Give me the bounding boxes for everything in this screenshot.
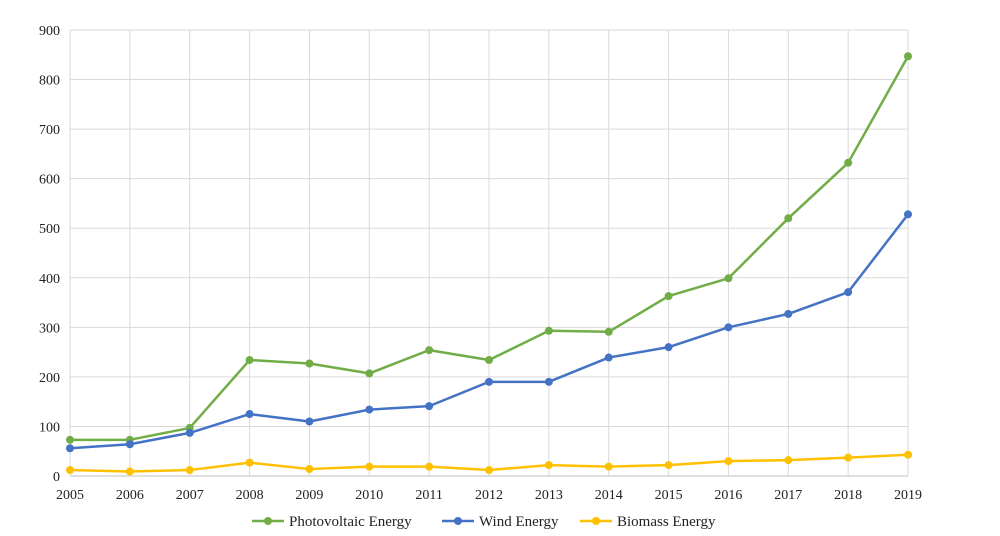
data-point bbox=[724, 457, 733, 466]
legend-marker-2 bbox=[592, 517, 600, 525]
data-point bbox=[305, 465, 314, 474]
data-point bbox=[784, 309, 793, 318]
data-point bbox=[664, 343, 673, 352]
data-point bbox=[365, 369, 374, 378]
x-tick-label: 2007 bbox=[176, 488, 204, 503]
x-tick-label: 2017 bbox=[774, 488, 802, 503]
x-tick-label: 2013 bbox=[535, 488, 563, 503]
data-point bbox=[485, 377, 493, 386]
x-tick-label: 2019 bbox=[894, 488, 922, 503]
data-point bbox=[245, 356, 254, 365]
x-axis-tick-labels: 2005 2006 2007 2008 2009 2010 2011 2012 2013 2014… bbox=[56, 488, 922, 503]
data-point bbox=[245, 458, 254, 467]
data-point bbox=[844, 453, 853, 462]
data-point bbox=[904, 210, 912, 219]
legend-label: Wind Energy bbox=[479, 514, 559, 530]
data-point bbox=[485, 356, 493, 365]
series-lines bbox=[66, 52, 912, 476]
x-tick-label: 2018 bbox=[834, 488, 862, 503]
x-tick-label: 2005 bbox=[56, 488, 84, 503]
data-point bbox=[844, 288, 853, 297]
data-point bbox=[904, 52, 912, 61]
y-tick-label: 700 bbox=[39, 123, 60, 138]
data-point bbox=[784, 456, 793, 465]
y-tick-label: 300 bbox=[39, 321, 60, 336]
x-tick-label: 2014 bbox=[595, 488, 623, 503]
x-tick-label: 2008 bbox=[236, 488, 264, 503]
data-point bbox=[544, 377, 553, 386]
legend-marker-0 bbox=[264, 517, 272, 525]
x-tick-label: 2016 bbox=[714, 488, 742, 503]
data-point bbox=[544, 326, 553, 335]
y-tick-label: 900 bbox=[39, 24, 60, 39]
y-tick-label: 100 bbox=[39, 420, 60, 435]
data-point bbox=[425, 346, 434, 355]
y-tick-label: 600 bbox=[39, 173, 60, 188]
data-point bbox=[544, 461, 553, 470]
x-tick-label: 2011 bbox=[415, 488, 442, 503]
data-point bbox=[844, 158, 853, 167]
data-point bbox=[604, 327, 613, 336]
data-point bbox=[425, 402, 434, 411]
data-point bbox=[724, 323, 733, 332]
data-point bbox=[125, 467, 134, 476]
data-point bbox=[724, 274, 733, 283]
data-point bbox=[365, 462, 374, 471]
data-point bbox=[66, 435, 74, 444]
data-point bbox=[784, 214, 793, 223]
data-point bbox=[664, 461, 673, 470]
x-tick-label: 2015 bbox=[655, 488, 683, 503]
data-point bbox=[305, 359, 314, 368]
x-tick-label: 2006 bbox=[116, 488, 144, 503]
legend-label: Photovoltaic Energy bbox=[289, 514, 412, 530]
y-axis-tick-labels: 0 100 200 300 400 500 600 700 800 900 bbox=[39, 24, 60, 485]
y-tick-label: 0 bbox=[53, 470, 60, 485]
legend-label: Biomass Energy bbox=[617, 514, 716, 530]
data-point bbox=[245, 410, 254, 419]
data-point bbox=[604, 462, 613, 471]
legend-marker-1 bbox=[454, 517, 462, 525]
data-point bbox=[66, 444, 74, 453]
data-point bbox=[904, 450, 912, 459]
y-tick-label: 400 bbox=[39, 272, 60, 287]
data-point bbox=[185, 466, 194, 475]
data-point bbox=[664, 292, 673, 301]
x-tick-label: 2010 bbox=[355, 488, 383, 503]
data-point bbox=[305, 417, 314, 426]
y-tick-label: 800 bbox=[39, 74, 60, 89]
x-tick-label: 2009 bbox=[295, 488, 323, 503]
data-point bbox=[185, 428, 194, 437]
gridlines bbox=[69, 29, 909, 477]
x-tick-label: 2012 bbox=[475, 488, 503, 503]
y-tick-label: 500 bbox=[39, 222, 60, 237]
data-point bbox=[485, 466, 493, 475]
data-point bbox=[365, 405, 374, 414]
legend: Photovoltaic Energy Wind Energy Biomass En… bbox=[252, 514, 716, 530]
data-point bbox=[425, 462, 434, 471]
data-point bbox=[66, 466, 74, 475]
data-point bbox=[125, 440, 134, 449]
data-point bbox=[604, 353, 613, 362]
y-tick-label: 200 bbox=[39, 371, 60, 386]
